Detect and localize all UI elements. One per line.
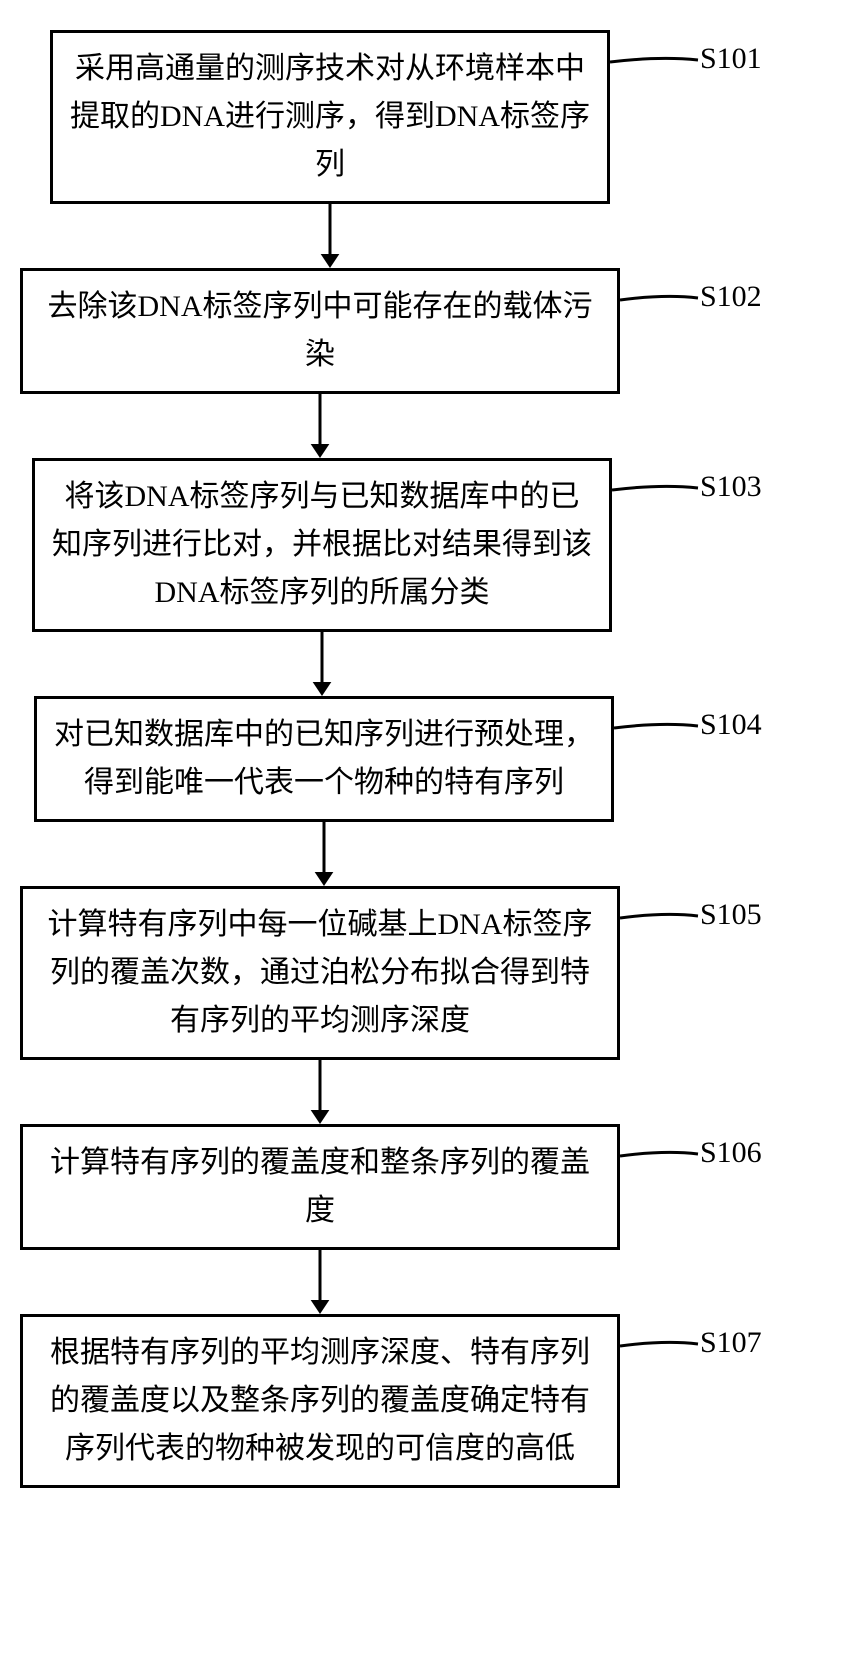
- label-connector: [612, 458, 710, 598]
- arrow-wrapper: [20, 822, 840, 886]
- arrow-down: [300, 394, 340, 458]
- label-connector: [610, 30, 710, 170]
- arrow-down: [302, 632, 342, 696]
- step-text: 采用高通量的测序技术对从环境样本中提取的DNA进行测序，得到DNA标签序列: [70, 52, 590, 181]
- flowchart-step: 计算特有序列的覆盖度和整条序列的覆盖度S106: [20, 1124, 840, 1250]
- arrow-wrapper: [20, 632, 840, 696]
- step-box: 计算特有序列的覆盖度和整条序列的覆盖度: [20, 1124, 620, 1250]
- arrow-down: [300, 1250, 340, 1314]
- label-connector: [620, 268, 710, 408]
- step-text: 去除该DNA标签序列中可能存在的载体污染: [48, 290, 593, 371]
- arrow-wrapper: [20, 1060, 840, 1124]
- label-connector: [620, 886, 710, 1026]
- arrow-down: [310, 204, 350, 268]
- step-text: 计算特有序列的覆盖度和整条序列的覆盖度: [50, 1146, 590, 1227]
- arrow-down: [300, 1060, 340, 1124]
- flowchart-container: 采用高通量的测序技术对从环境样本中提取的DNA进行测序，得到DNA标签序列S10…: [20, 30, 840, 1488]
- step-box: 采用高通量的测序技术对从环境样本中提取的DNA进行测序，得到DNA标签序列: [50, 30, 610, 204]
- arrow-wrapper: [20, 394, 840, 458]
- label-connector: [620, 1124, 710, 1264]
- flowchart-step: 采用高通量的测序技术对从环境样本中提取的DNA进行测序，得到DNA标签序列S10…: [20, 30, 840, 204]
- flowchart-step: 对已知数据库中的已知序列进行预处理，得到能唯一代表一个物种的特有序列S104: [20, 696, 840, 822]
- step-text: 将该DNA标签序列与已知数据库中的已知序列进行比对，并根据比对结果得到该DNA标…: [52, 480, 592, 609]
- arrow-wrapper: [20, 204, 840, 268]
- flowchart-step: 计算特有序列中每一位碱基上DNA标签序列的覆盖次数，通过泊松分布拟合得到特有序列…: [20, 886, 840, 1060]
- step-box: 去除该DNA标签序列中可能存在的载体污染: [20, 268, 620, 394]
- arrow-wrapper: [20, 1250, 840, 1314]
- label-connector: [620, 1314, 710, 1454]
- step-text: 根据特有序列的平均测序深度、特有序列的覆盖度以及整条序列的覆盖度确定特有序列代表…: [50, 1336, 590, 1465]
- flowchart-step: 将该DNA标签序列与已知数据库中的已知序列进行比对，并根据比对结果得到该DNA标…: [20, 458, 840, 632]
- step-box: 将该DNA标签序列与已知数据库中的已知序列进行比对，并根据比对结果得到该DNA标…: [32, 458, 612, 632]
- flowchart-step: 根据特有序列的平均测序深度、特有序列的覆盖度以及整条序列的覆盖度确定特有序列代表…: [20, 1314, 840, 1488]
- step-box: 对已知数据库中的已知序列进行预处理，得到能唯一代表一个物种的特有序列: [34, 696, 614, 822]
- label-connector: [614, 696, 710, 836]
- step-box: 根据特有序列的平均测序深度、特有序列的覆盖度以及整条序列的覆盖度确定特有序列代表…: [20, 1314, 620, 1488]
- arrow-down: [304, 822, 344, 886]
- flowchart-step: 去除该DNA标签序列中可能存在的载体污染S102: [20, 268, 840, 394]
- step-box: 计算特有序列中每一位碱基上DNA标签序列的覆盖次数，通过泊松分布拟合得到特有序列…: [20, 886, 620, 1060]
- step-text: 计算特有序列中每一位碱基上DNA标签序列的覆盖次数，通过泊松分布拟合得到特有序列…: [48, 908, 593, 1037]
- step-text: 对已知数据库中的已知序列进行预处理，得到能唯一代表一个物种的特有序列: [54, 718, 594, 799]
